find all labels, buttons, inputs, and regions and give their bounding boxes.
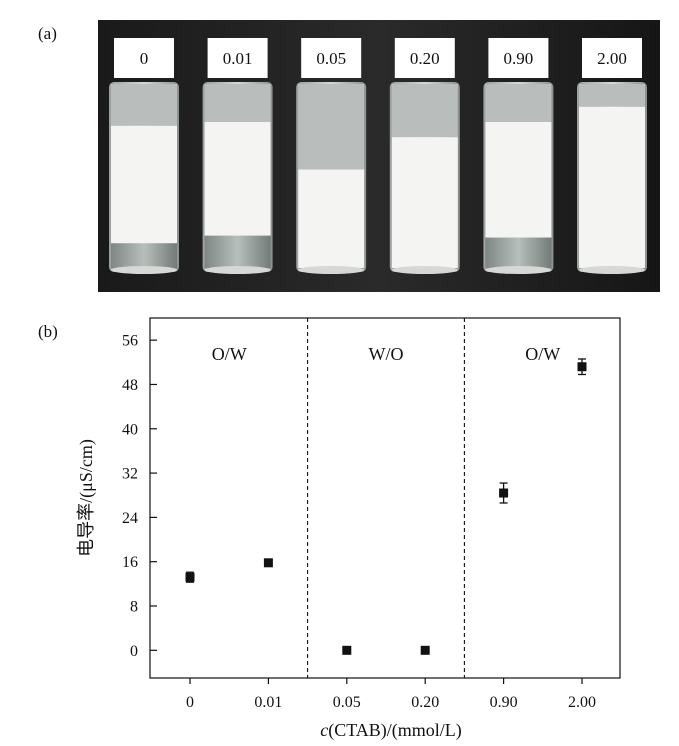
vial-emulsion — [391, 137, 458, 268]
vial-label: 0.20 — [410, 49, 440, 68]
data-point — [420, 645, 430, 655]
data-point — [185, 572, 195, 582]
y-axis-title: 电导率/(μS/cm) — [76, 439, 97, 557]
vial-label-card — [114, 38, 174, 78]
vial-emulsion — [579, 106, 645, 268]
vial-label-card — [207, 38, 268, 78]
vial-aqueous-phase — [111, 243, 177, 268]
x-tick-label: 0.20 — [411, 694, 439, 711]
vial-label-card — [488, 38, 549, 78]
y-tick-label: 8 — [130, 599, 138, 616]
vial-base — [111, 266, 177, 274]
y-tick-label: 16 — [122, 554, 138, 571]
data-point — [577, 362, 587, 372]
vial-emulsion — [485, 122, 552, 238]
x-axis-title: c(CTAB)/(mmol/L) — [320, 720, 462, 741]
vial-label: 0.90 — [504, 49, 534, 68]
x-tick-label: 0.90 — [490, 694, 518, 711]
y-tick-label: 56 — [122, 333, 138, 350]
photo-background — [98, 20, 660, 292]
vial-aqueous-phase — [485, 237, 552, 268]
x-tick-label: 0 — [186, 694, 194, 711]
vial-base — [391, 266, 458, 274]
data-point — [499, 488, 509, 498]
vial-base — [579, 266, 645, 274]
vial-headspace — [485, 84, 552, 122]
y-tick-label: 24 — [122, 510, 138, 527]
y-tick-label: 0 — [130, 643, 138, 660]
vial-label: 0 — [140, 49, 149, 68]
plot-frame — [149, 317, 621, 679]
conductivity-chart: 0 8 16 24 32 40 48 56 0 0.01 0.05 0.20 0.90 2.00 O/W… — [76, 317, 621, 741]
region-label: O/W — [212, 344, 247, 364]
vial-headspace — [298, 84, 365, 170]
vial-headspace — [204, 84, 271, 122]
vial-label: 2.00 — [597, 49, 627, 68]
vial-base — [298, 266, 365, 274]
y-tick-label: 48 — [122, 377, 138, 394]
panel-b-label: (b) — [38, 322, 58, 341]
vial-label: 0.05 — [316, 49, 346, 68]
vial-label-card — [394, 38, 455, 78]
region-label: O/W — [525, 344, 560, 364]
x-tick-label: 0.05 — [333, 694, 361, 711]
region-label: W/O — [369, 344, 404, 364]
data-point — [342, 645, 352, 655]
vial-headspace — [579, 84, 645, 107]
x-tick-label: 2.00 — [568, 694, 596, 711]
panel-a-label: (a) — [38, 24, 57, 43]
y-tick-label: 32 — [122, 466, 138, 483]
vial-headspace — [111, 84, 177, 126]
y-tick-label: 40 — [122, 421, 138, 438]
data-point — [263, 558, 273, 568]
vial-label-card — [582, 38, 642, 78]
vial-emulsion — [204, 122, 271, 236]
vial-label-card — [301, 38, 362, 78]
vial-emulsion — [298, 169, 365, 268]
x-tick-label: 0.01 — [254, 694, 282, 711]
vial-base — [204, 266, 271, 274]
vial-photograph: 0 0.01 0.05 0.20 0.90 2.00 — [98, 20, 660, 292]
x-axis-title-rest: (CTAB)/(mmol/L) — [328, 720, 462, 741]
vial-label: 0.01 — [223, 49, 253, 68]
x-axis-title-italic: c — [320, 720, 328, 740]
vial-aqueous-phase — [204, 235, 271, 268]
vial-headspace — [391, 84, 458, 138]
vial-base — [485, 266, 552, 274]
vial-emulsion — [111, 125, 177, 244]
